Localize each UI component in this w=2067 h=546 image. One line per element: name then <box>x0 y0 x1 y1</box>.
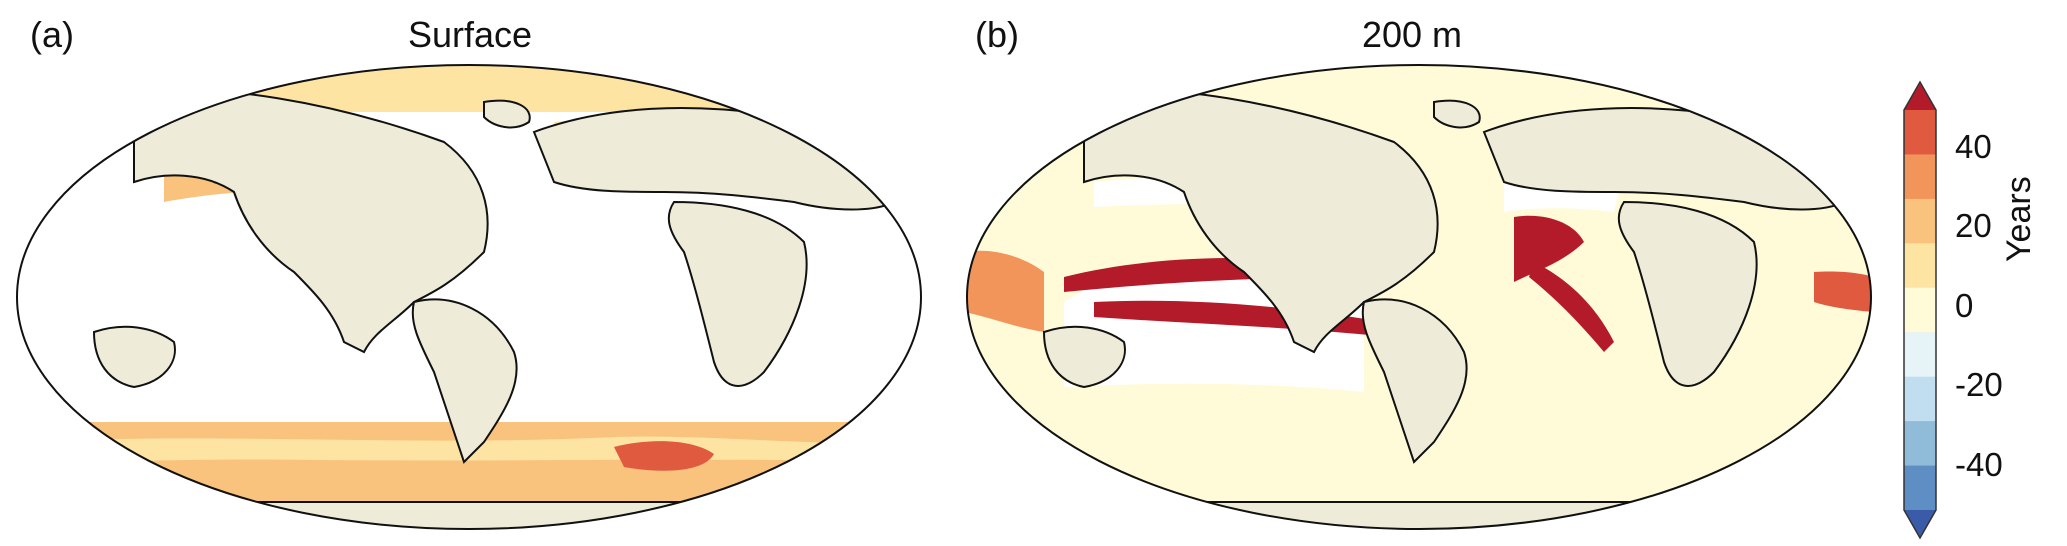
colorbar-segment <box>1904 332 1936 378</box>
colorbar-segment <box>1904 154 1936 200</box>
south-america <box>1361 298 1468 464</box>
north-america <box>133 88 489 354</box>
south-america <box>411 298 518 464</box>
colorbar-segments <box>1904 82 1936 538</box>
tropical-atlantic-south <box>1529 262 1614 352</box>
colorbar-tick-label: -20 <box>1955 366 2003 403</box>
greenland <box>483 99 531 129</box>
panel-b-title: 200 m <box>1361 14 1463 55</box>
antarctica <box>17 501 921 529</box>
antarctica <box>967 501 1871 529</box>
colorbar-segment <box>1904 243 1936 289</box>
colorbar-segment <box>1904 198 1936 244</box>
africa <box>1617 200 1758 387</box>
australia <box>92 325 176 389</box>
indian-ocean-west <box>967 250 1044 332</box>
surface-map <box>16 64 922 530</box>
colorbar-label: Years <box>2000 176 2038 262</box>
panel-a-title: Surface <box>407 14 533 55</box>
colorbar-segment <box>1904 376 1936 422</box>
tropical-atlantic-north <box>1514 215 1584 282</box>
colorbar-segment <box>1904 287 1936 333</box>
colorbar-extend-top <box>1904 82 1936 110</box>
panel-b-label: (b) <box>975 14 1019 55</box>
depth-200m-map <box>966 64 1872 530</box>
greenland <box>1433 99 1481 129</box>
southern-ocean-hotspot <box>614 441 714 471</box>
north-america <box>1083 88 1439 354</box>
australia <box>1042 325 1126 389</box>
colorbar-segment <box>1904 465 1936 511</box>
indian-ocean-east <box>1814 271 1871 312</box>
colorbar <box>1903 80 1937 540</box>
africa <box>667 200 808 387</box>
map-border <box>16 64 922 530</box>
colorbar-tick-label: 20 <box>1955 207 1992 244</box>
colorbar-outline <box>1903 80 1937 540</box>
map-border <box>966 64 1872 530</box>
panel-a-label: (a) <box>30 14 74 55</box>
colorbar-segment <box>1904 421 1936 467</box>
colorbar-tick-label: 40 <box>1955 128 1992 165</box>
colorbar-tick-label: 0 <box>1955 287 1974 324</box>
colorbar-segment <box>1904 110 1936 155</box>
colorbar-extend-bottom <box>1904 510 1936 538</box>
colorbar-tick-label: -40 <box>1955 446 2003 483</box>
